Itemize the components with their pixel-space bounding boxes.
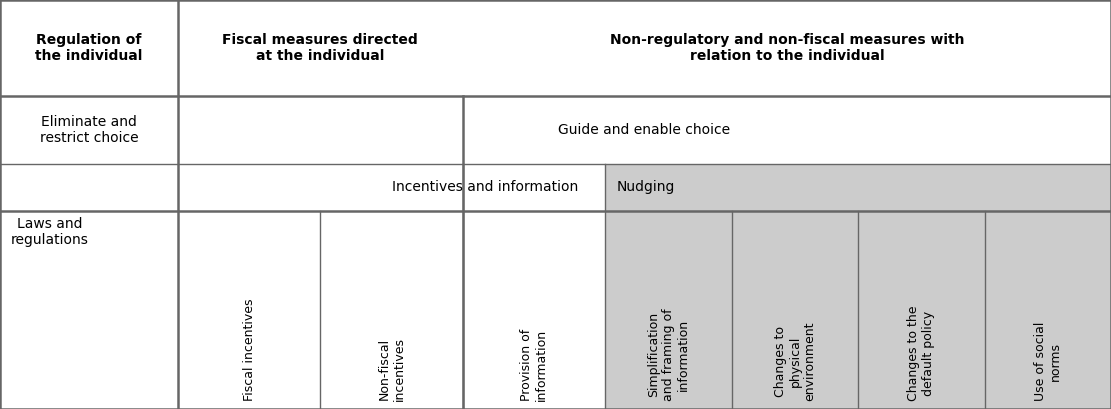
Text: Changes to the
default policy: Changes to the default policy [908,306,935,401]
Text: Incentives and information: Incentives and information [392,180,578,194]
Text: Simplification
and framing of
information: Simplification and framing of informatio… [648,308,690,401]
Text: Eliminate and
restrict choice: Eliminate and restrict choice [40,115,138,145]
Text: Use of social
norms: Use of social norms [1034,321,1062,401]
Bar [605,164,1111,211]
Text: Laws and
regulations: Laws and regulations [11,217,89,247]
Text: Provision of
information: Provision of information [520,328,548,401]
Bar [858,211,984,409]
Text: Changes to
physical
environment: Changes to physical environment [773,321,817,401]
Text: Nudging: Nudging [617,180,675,194]
Bar [605,211,732,409]
Text: Non-regulatory and non-fiscal measures with
relation to the individual: Non-regulatory and non-fiscal measures w… [610,33,964,63]
Text: Fiscal measures directed
at the individual: Fiscal measures directed at the individu… [222,33,418,63]
Text: Fiscal incentives: Fiscal incentives [242,298,256,401]
Bar [732,211,858,409]
Text: Regulation of
the individual: Regulation of the individual [36,33,142,63]
Bar [984,211,1111,409]
Text: Guide and enable choice: Guide and enable choice [559,123,730,137]
Text: Non-fiscal
incentives: Non-fiscal incentives [378,337,406,401]
